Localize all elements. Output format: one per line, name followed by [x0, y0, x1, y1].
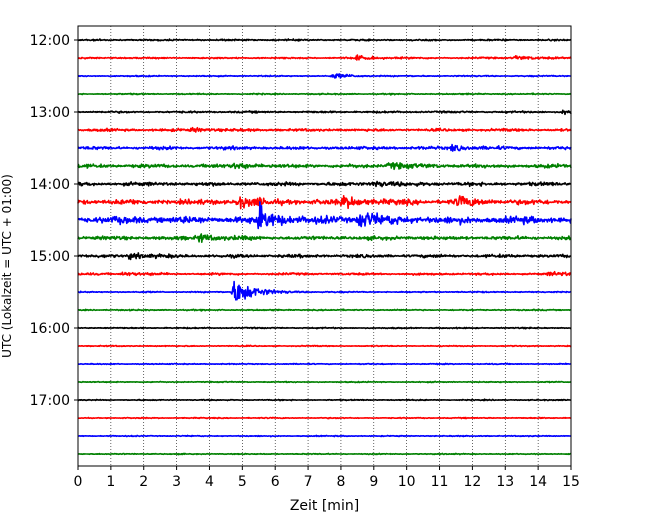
y-axis-ticks: 12:00 13:00 14:00 15:00 16:00 17:00 [30, 33, 78, 409]
y-tick-label: 14:00 [30, 177, 70, 193]
trace-line [77, 452, 572, 456]
y-tick-label: 15:00 [30, 249, 70, 265]
trace-line [77, 280, 572, 301]
x-tick-label: 7 [304, 474, 313, 490]
trace-line [77, 54, 572, 61]
y-axis-label: UTC (Lokalzeit = UTC + 01:00) [0, 174, 14, 358]
x-tick-label: 0 [74, 474, 83, 490]
x-tick-label: 5 [238, 474, 247, 490]
x-tick-label: 4 [205, 474, 214, 490]
trace-line [77, 344, 572, 348]
trace-line [77, 195, 572, 210]
x-axis-label: Zeit [min] [290, 498, 359, 514]
trace-line [77, 201, 572, 230]
y-tick-label: 12:00 [30, 33, 70, 49]
x-tick-label: 3 [172, 474, 181, 490]
x-tick-label: 15 [562, 474, 580, 490]
trace-line [77, 180, 572, 188]
trace-line [77, 326, 572, 330]
trace-line [77, 143, 572, 152]
trace-line [77, 252, 572, 261]
grid-lines [110, 26, 539, 466]
y-tick-label: 13:00 [30, 105, 70, 121]
trace-lines [77, 38, 572, 456]
x-tick-label: 13 [496, 474, 514, 490]
x-tick-label: 14 [529, 474, 547, 490]
x-tick-label: 11 [431, 474, 449, 490]
plot-frame [77, 25, 572, 467]
trace-line [77, 398, 572, 402]
trace-line [77, 434, 572, 438]
trace-line [77, 92, 572, 96]
trace-line [77, 380, 572, 384]
trace-line [77, 38, 572, 42]
y-tick-label: 16:00 [30, 321, 70, 337]
trace-line [77, 126, 572, 133]
trace-line [77, 233, 572, 243]
y-tick-label: 17:00 [30, 393, 70, 409]
trace-line [77, 73, 572, 79]
trace-line [77, 308, 572, 312]
trace-line [77, 109, 572, 116]
x-tick-label: 1 [106, 474, 115, 490]
x-tick-label: 2 [139, 474, 148, 490]
trace-line [77, 270, 572, 277]
x-tick-label: 9 [369, 474, 378, 490]
trace-line [77, 416, 572, 420]
trace-line [77, 362, 572, 366]
x-tick-label: 8 [336, 474, 345, 490]
x-tick-label: 6 [271, 474, 280, 490]
x-tick-label: 10 [398, 474, 416, 490]
x-axis-ticks: 0 1 2 3 4 5 6 7 8 9 10 11 12 13 14 15 [74, 466, 580, 490]
x-tick-label: 12 [463, 474, 481, 490]
trace-line [77, 162, 572, 171]
